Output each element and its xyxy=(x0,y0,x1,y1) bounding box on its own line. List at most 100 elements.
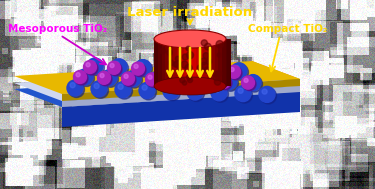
Circle shape xyxy=(200,62,208,70)
Circle shape xyxy=(206,59,212,64)
Bar xyxy=(222,39,227,86)
Circle shape xyxy=(133,64,146,77)
Circle shape xyxy=(100,74,104,78)
Circle shape xyxy=(187,84,203,100)
Circle shape xyxy=(220,77,224,82)
Circle shape xyxy=(207,62,223,78)
Circle shape xyxy=(221,74,237,90)
Circle shape xyxy=(195,76,208,89)
Circle shape xyxy=(115,82,131,98)
Bar xyxy=(158,39,162,86)
Circle shape xyxy=(234,65,239,70)
Bar xyxy=(196,39,200,86)
Circle shape xyxy=(134,64,138,68)
Circle shape xyxy=(180,78,185,83)
Circle shape xyxy=(188,77,193,83)
Circle shape xyxy=(176,68,181,73)
Circle shape xyxy=(112,60,129,76)
Circle shape xyxy=(204,43,211,50)
Circle shape xyxy=(84,60,96,74)
Circle shape xyxy=(205,66,218,79)
Circle shape xyxy=(147,74,160,87)
Circle shape xyxy=(110,64,114,68)
Bar xyxy=(214,39,219,86)
Circle shape xyxy=(150,73,166,89)
Circle shape xyxy=(125,71,141,87)
Circle shape xyxy=(98,71,111,84)
Circle shape xyxy=(211,85,227,101)
Circle shape xyxy=(108,61,120,74)
Circle shape xyxy=(148,75,152,79)
Circle shape xyxy=(201,40,207,46)
Bar xyxy=(180,39,185,86)
Circle shape xyxy=(214,79,221,85)
Circle shape xyxy=(78,70,94,87)
Circle shape xyxy=(102,71,118,87)
Circle shape xyxy=(159,60,175,76)
Circle shape xyxy=(262,89,267,94)
Polygon shape xyxy=(14,68,300,101)
Circle shape xyxy=(152,74,157,79)
Polygon shape xyxy=(14,74,300,107)
Circle shape xyxy=(204,64,216,77)
Circle shape xyxy=(204,67,210,73)
Circle shape xyxy=(124,74,128,78)
Circle shape xyxy=(69,81,84,98)
Circle shape xyxy=(180,64,192,77)
Polygon shape xyxy=(62,92,300,127)
Circle shape xyxy=(70,83,75,88)
Circle shape xyxy=(87,58,103,74)
Circle shape xyxy=(160,48,166,54)
Circle shape xyxy=(248,77,253,82)
Circle shape xyxy=(194,74,207,88)
Circle shape xyxy=(214,88,219,93)
Ellipse shape xyxy=(154,30,226,48)
Polygon shape xyxy=(14,61,300,94)
Circle shape xyxy=(139,82,155,98)
Circle shape xyxy=(80,72,85,77)
Circle shape xyxy=(186,75,192,80)
Circle shape xyxy=(182,54,188,60)
Circle shape xyxy=(114,61,119,67)
Polygon shape xyxy=(62,79,300,101)
Circle shape xyxy=(261,88,276,104)
Circle shape xyxy=(175,56,180,61)
Circle shape xyxy=(229,67,242,80)
Polygon shape xyxy=(252,61,300,86)
Circle shape xyxy=(118,84,123,89)
Text: Compact TiO₂: Compact TiO₂ xyxy=(248,24,327,34)
Bar xyxy=(200,39,204,86)
Circle shape xyxy=(232,64,249,80)
Circle shape xyxy=(197,73,213,89)
Circle shape xyxy=(216,41,223,48)
Circle shape xyxy=(90,61,95,66)
Bar xyxy=(173,39,177,86)
Circle shape xyxy=(186,52,194,59)
Circle shape xyxy=(245,75,261,91)
Circle shape xyxy=(142,85,147,90)
Bar xyxy=(154,39,159,86)
Circle shape xyxy=(162,63,167,68)
Bar xyxy=(211,39,216,86)
Circle shape xyxy=(173,62,178,67)
Ellipse shape xyxy=(154,77,226,95)
Circle shape xyxy=(93,82,108,98)
Circle shape xyxy=(111,59,127,75)
Bar xyxy=(184,39,189,86)
Circle shape xyxy=(217,75,231,88)
Circle shape xyxy=(217,53,221,57)
Bar xyxy=(226,39,231,86)
Circle shape xyxy=(141,84,156,100)
Circle shape xyxy=(99,73,112,86)
Circle shape xyxy=(117,83,132,99)
Bar xyxy=(154,39,226,86)
Circle shape xyxy=(185,64,192,72)
Circle shape xyxy=(94,83,99,89)
Circle shape xyxy=(196,77,200,81)
Circle shape xyxy=(246,76,262,92)
Circle shape xyxy=(109,63,122,76)
Circle shape xyxy=(230,67,234,72)
Circle shape xyxy=(165,85,180,101)
Bar xyxy=(207,39,212,86)
Circle shape xyxy=(210,65,215,70)
